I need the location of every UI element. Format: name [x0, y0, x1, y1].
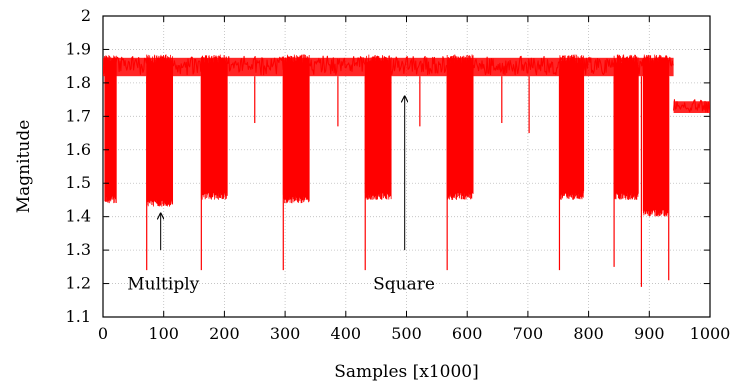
x-tick-label: 600 — [452, 324, 483, 343]
x-tick-label: 0 — [98, 324, 108, 343]
x-tick-label: 300 — [270, 324, 301, 343]
annotation-label: Multiply — [127, 275, 199, 295]
y-tick-label: 1.4 — [66, 207, 91, 226]
label-layer: 0 100 200 300 400 500 600 700 800 900 1000 1.1 1.2 1.… — [14, 6, 730, 382]
annotation-layer: Multiply Square — [127, 96, 435, 295]
series-deep-band-trace — [200, 54, 228, 200]
series-deep-band-trace — [559, 54, 585, 200]
y-axis-label: Magnitude — [14, 120, 34, 214]
series-deep-band-trace — [446, 54, 474, 200]
x-tick-label: 700 — [513, 324, 544, 343]
series-deep-band-trace — [282, 54, 310, 204]
y-tick-label: 2 — [81, 6, 91, 25]
y-tick-label: 1.5 — [66, 173, 91, 192]
series-deep-band-trace — [364, 54, 392, 200]
series-baseline-envelope — [673, 101, 710, 113]
series-deep-band-trace — [146, 54, 174, 207]
x-tick-label: 900 — [634, 324, 665, 343]
series-deep-band-trace — [104, 55, 117, 204]
x-tick-label: 1000 — [690, 324, 731, 343]
y-tick-label: 1.1 — [66, 307, 91, 326]
y-tick-label: 1.7 — [66, 106, 91, 125]
series-deep-band-trace — [613, 54, 639, 200]
annotation-label: Square — [373, 275, 435, 295]
y-tick-label: 1.2 — [66, 274, 91, 293]
y-tick-label: 1.9 — [66, 39, 91, 58]
series-deep-band-trace — [642, 54, 669, 217]
x-tick-label: 400 — [331, 324, 362, 343]
series-layer — [103, 54, 710, 287]
y-tick-label: 1.8 — [66, 73, 91, 92]
y-tick-label: 1.3 — [66, 240, 91, 259]
x-tick-label: 800 — [573, 324, 604, 343]
x-axis-label: Samples [x1000] — [334, 362, 479, 382]
x-tick-label: 100 — [148, 324, 179, 343]
y-tick-label: 1.6 — [66, 140, 91, 159]
axis-layer — [102, 15, 711, 318]
x-tick-label: 500 — [391, 324, 422, 343]
x-tick-label: 200 — [209, 324, 240, 343]
